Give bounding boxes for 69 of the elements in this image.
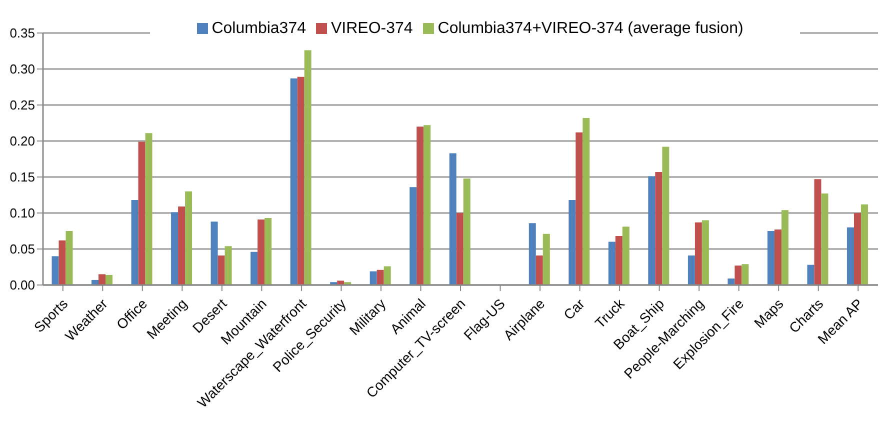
bar xyxy=(456,213,464,285)
y-tick-label: 0.25 xyxy=(10,98,35,113)
bar xyxy=(662,146,670,285)
bar xyxy=(416,126,424,285)
bar xyxy=(297,76,304,285)
bar xyxy=(702,220,709,285)
bar xyxy=(131,200,138,285)
legend-label: Columbia374+VIREO-374 (average fusion) xyxy=(438,20,744,37)
bar xyxy=(138,142,146,285)
bar xyxy=(608,242,616,285)
bar xyxy=(145,133,152,285)
bar xyxy=(304,50,312,285)
bar xyxy=(424,125,431,285)
bar xyxy=(774,230,782,285)
bar xyxy=(655,172,662,285)
legend-label: VIREO-374 xyxy=(330,20,413,37)
bar xyxy=(728,278,735,285)
bar xyxy=(781,210,788,285)
bar xyxy=(376,270,384,285)
bar xyxy=(688,255,695,285)
bar xyxy=(290,78,298,285)
bar xyxy=(814,179,822,285)
bar xyxy=(694,222,702,285)
bar xyxy=(742,264,749,285)
y-tick-label: 0.00 xyxy=(10,278,35,293)
bar xyxy=(846,227,854,285)
bar xyxy=(854,213,861,285)
bar xyxy=(58,240,66,285)
bar xyxy=(648,176,656,285)
bar xyxy=(224,246,232,285)
bar xyxy=(218,255,225,285)
bar xyxy=(615,236,622,285)
bar xyxy=(582,118,590,285)
bar xyxy=(463,178,470,285)
bar xyxy=(821,194,828,285)
bar xyxy=(622,226,630,285)
y-tick-label: 0.05 xyxy=(10,242,35,257)
bar xyxy=(264,218,272,285)
y-tick-label: 0.15 xyxy=(10,170,35,185)
bar xyxy=(185,191,192,285)
bar xyxy=(528,223,536,285)
bar xyxy=(52,256,59,285)
bar xyxy=(337,280,344,285)
bar xyxy=(171,212,178,285)
bar xyxy=(410,187,417,285)
y-tick-label: 0.30 xyxy=(10,62,35,77)
bar xyxy=(258,219,265,285)
bar xyxy=(734,266,742,285)
bar xyxy=(568,200,576,285)
bar xyxy=(767,231,774,285)
bar xyxy=(66,231,73,285)
x-tick-label: Car xyxy=(560,295,588,323)
bar xyxy=(449,153,456,285)
bar xyxy=(536,255,543,285)
bar xyxy=(370,271,377,285)
y-tick-label: 0.10 xyxy=(10,206,35,221)
bar xyxy=(250,252,258,285)
bar xyxy=(210,222,218,285)
bar xyxy=(106,274,113,285)
y-tick-label: 0.20 xyxy=(10,134,35,149)
bar xyxy=(384,266,391,285)
bar xyxy=(860,204,868,285)
bar xyxy=(98,274,106,285)
bar xyxy=(807,264,814,285)
bar xyxy=(542,234,550,285)
legend-label: Columbia374 xyxy=(212,20,306,37)
bar xyxy=(178,206,186,285)
y-tick-label: 0.35 xyxy=(10,26,35,41)
bar xyxy=(576,132,583,285)
